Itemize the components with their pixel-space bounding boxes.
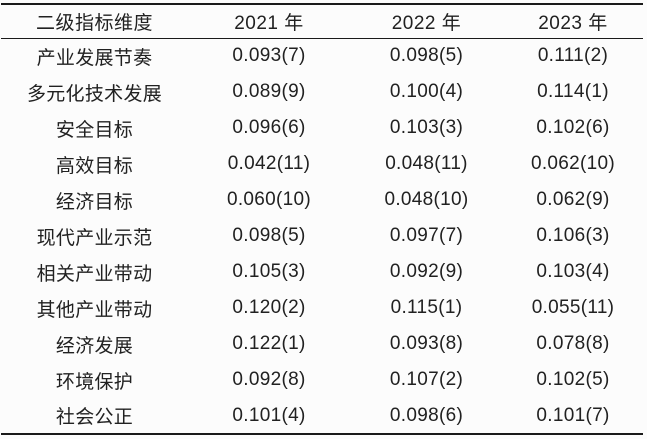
table-row: 社会公正 0.101(4) 0.098(6) 0.101(7) (1, 398, 643, 435)
table-row: 其他产业带动 0.120(2) 0.115(1) 0.055(11) (1, 290, 643, 326)
cell-value: 0.089(9) (232, 81, 306, 102)
cell-value: 0.101(4) (188, 398, 350, 435)
cell-value: 0.101(7) (503, 398, 643, 435)
header-year-2022: 2022 年 (350, 3, 503, 39)
cell-value: 0.042(11) (227, 153, 311, 174)
cell-value: 0.103(4) (536, 261, 610, 282)
header-dimension: 二级指标维度 (1, 3, 188, 39)
cell-value: 0.078(8) (536, 333, 610, 354)
table-row: 安全目标 0.096(6) 0.103(3) 0.102(6) (1, 110, 643, 146)
row-label: 相关产业带动 (36, 263, 153, 285)
cell-value: 0.096(6) (232, 117, 306, 138)
table-row: 经济目标 0.060(10) 0.048(10) 0.062(9) (1, 182, 643, 218)
cell-value: 0.122(1) (232, 333, 306, 354)
table-row: 现代产业示范 0.098(5) 0.097(7) 0.106(3) (1, 218, 643, 254)
table-row: 相关产业带动 0.105(3) 0.092(9) 0.103(4) (1, 254, 643, 290)
table-row: 多元化技术发展 0.089(9) 0.100(4) 0.114(1) (1, 74, 643, 110)
cell-value: 0.048(11) (385, 153, 468, 174)
row-label: 现代产业示范 (36, 227, 153, 249)
cell-value: 0.102(5) (536, 369, 610, 390)
row-label: 经济目标 (55, 191, 134, 213)
table-row: 环境保护 0.092(8) 0.107(2) 0.102(5) (1, 362, 643, 398)
table-row: 高效目标 0.042(11) 0.048(11) 0.062(10) (1, 146, 643, 182)
header-row: 二级指标维度 2021 年 2022 年 2023 年 (1, 3, 643, 39)
row-label: 经济发展 (55, 335, 134, 357)
cell-value: 0.107(2) (389, 369, 464, 390)
row-label: 环境保护 (55, 371, 134, 393)
cell-value: 0.115(1) (390, 297, 463, 318)
cell-value: 0.102(6) (536, 117, 610, 138)
row-label: 其他产业带动 (36, 299, 153, 321)
cell-value: 0.098(5) (389, 45, 464, 67)
table-row: 经济发展 0.122(1) 0.093(8) 0.078(8) (1, 326, 643, 362)
cell-value: 0.114(1) (537, 81, 609, 102)
cell-value: 0.098(6) (350, 398, 503, 435)
cell-value: 0.105(3) (232, 261, 306, 282)
cell-value: 0.097(7) (389, 225, 464, 246)
cell-value: 0.098(5) (232, 225, 306, 246)
cell-value: 0.106(3) (536, 225, 610, 246)
cell-value: 0.103(3) (389, 117, 464, 138)
row-label: 高效目标 (55, 155, 134, 177)
cell-value: 0.120(2) (232, 297, 306, 318)
table-row: 产业发展节奏 0.093(7) 0.098(5) 0.111(2) (1, 38, 643, 74)
cell-value: 0.062(9) (536, 189, 610, 210)
cell-value: 0.060(10) (226, 189, 312, 210)
cell-value: 0.092(8) (232, 369, 306, 390)
cell-value: 0.055(11) (531, 297, 615, 318)
cell-value: 0.093(7) (232, 45, 306, 67)
row-label: 多元化技术发展 (26, 83, 163, 105)
cell-value: 0.111(2) (537, 45, 609, 67)
header-year-2023: 2023 年 (503, 3, 643, 39)
cell-value: 0.048(10) (384, 189, 469, 210)
cell-value: 0.100(4) (389, 81, 464, 102)
indicator-weight-table: 二级指标维度 2021 年 2022 年 2023 年 产业发展节奏 0.093… (1, 3, 643, 435)
row-label: 社会公正 (1, 398, 188, 435)
row-label: 安全目标 (55, 119, 134, 141)
cell-value: 0.093(8) (389, 333, 464, 354)
row-label: 产业发展节奏 (36, 47, 153, 69)
cell-value: 0.062(10) (530, 153, 616, 174)
cell-value: 0.092(9) (389, 261, 464, 282)
header-year-2021: 2021 年 (188, 3, 350, 39)
